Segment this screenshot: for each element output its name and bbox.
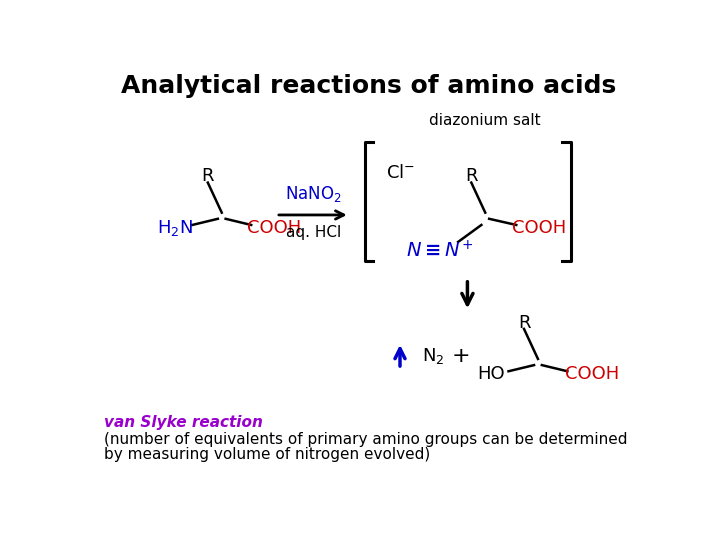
Text: diazonium salt: diazonium salt xyxy=(429,113,541,128)
Text: R: R xyxy=(518,314,530,332)
Text: HO: HO xyxy=(477,366,505,383)
Text: COOH: COOH xyxy=(248,219,302,237)
Text: $\it{N}$$\bf{\equiv}$$\it{N}$$^+$: $\it{N}$$\bf{\equiv}$$\it{N}$$^+$ xyxy=(406,240,474,262)
Text: (number of equivalents of primary amino groups can be determined: (number of equivalents of primary amino … xyxy=(104,431,627,447)
Text: aq. HCl: aq. HCl xyxy=(286,225,341,240)
Text: by measuring volume of nitrogen evolved): by measuring volume of nitrogen evolved) xyxy=(104,447,431,462)
Text: Analytical reactions of amino acids: Analytical reactions of amino acids xyxy=(122,75,616,98)
Text: COOH: COOH xyxy=(513,219,567,237)
Text: H$_2$N: H$_2$N xyxy=(157,218,193,238)
Text: +: + xyxy=(451,346,469,366)
Text: N$_2$: N$_2$ xyxy=(422,346,444,366)
Text: R: R xyxy=(202,167,214,185)
Text: R: R xyxy=(465,167,477,185)
Text: van Slyke reaction: van Slyke reaction xyxy=(104,415,263,430)
Text: NaNO$_2$: NaNO$_2$ xyxy=(285,184,341,204)
Text: COOH: COOH xyxy=(565,366,619,383)
Text: Cl$^{-}$: Cl$^{-}$ xyxy=(385,164,415,181)
